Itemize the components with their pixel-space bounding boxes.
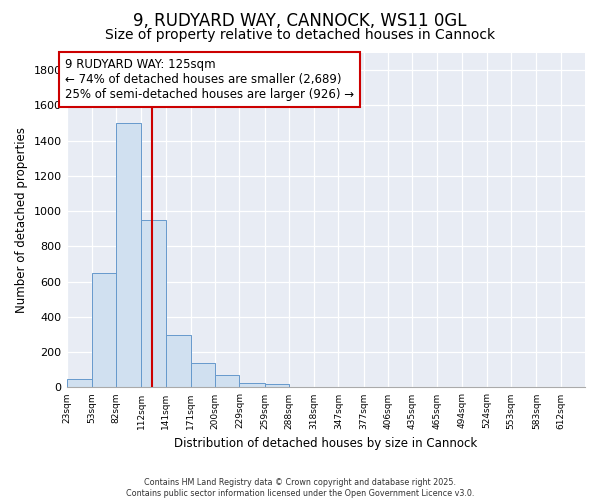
Bar xyxy=(265,384,289,388)
Bar xyxy=(215,375,239,388)
Bar xyxy=(141,220,166,388)
Bar xyxy=(314,386,338,388)
Bar xyxy=(364,387,388,388)
Bar xyxy=(116,123,141,388)
Text: Contains HM Land Registry data © Crown copyright and database right 2025.
Contai: Contains HM Land Registry data © Crown c… xyxy=(126,478,474,498)
Bar xyxy=(67,378,92,388)
Text: 9, RUDYARD WAY, CANNOCK, WS11 0GL: 9, RUDYARD WAY, CANNOCK, WS11 0GL xyxy=(133,12,467,30)
Bar xyxy=(239,383,265,388)
Bar xyxy=(92,273,116,388)
Y-axis label: Number of detached properties: Number of detached properties xyxy=(15,127,28,313)
Text: Size of property relative to detached houses in Cannock: Size of property relative to detached ho… xyxy=(105,28,495,42)
Bar xyxy=(191,363,215,388)
Bar xyxy=(338,387,364,388)
Bar xyxy=(166,334,191,388)
Text: 9 RUDYARD WAY: 125sqm
← 74% of detached houses are smaller (2,689)
25% of semi-d: 9 RUDYARD WAY: 125sqm ← 74% of detached … xyxy=(65,58,354,101)
Bar xyxy=(289,386,314,388)
X-axis label: Distribution of detached houses by size in Cannock: Distribution of detached houses by size … xyxy=(174,437,478,450)
